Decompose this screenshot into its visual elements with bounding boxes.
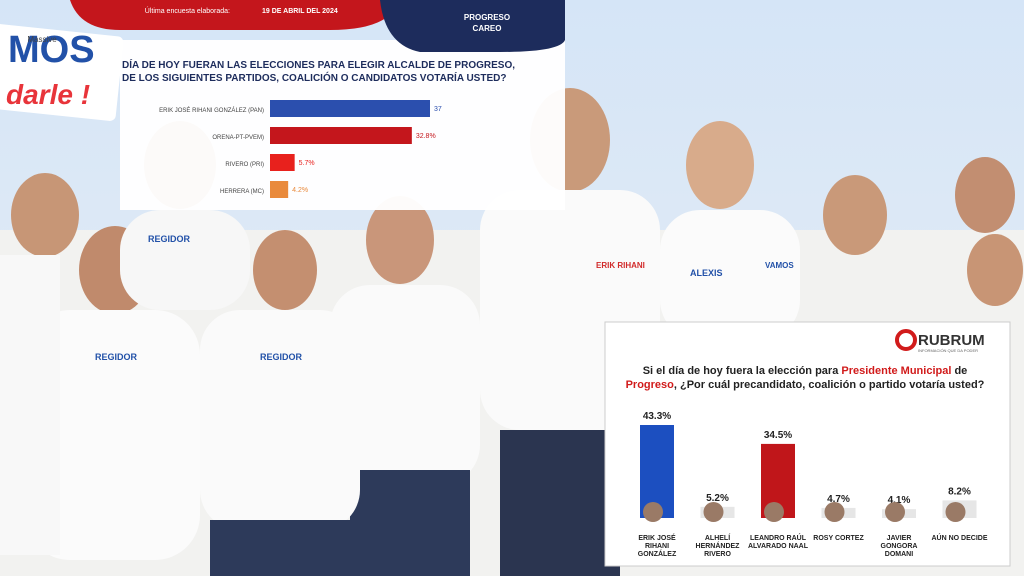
brand: RUBRUM <box>918 332 985 349</box>
tagline: INFORMACIÓN QUE DA PODER <box>918 348 978 353</box>
value-label: 4.1% <box>888 495 911 506</box>
value-label: 34.5% <box>764 430 792 441</box>
tag: PROGRESO <box>464 13 510 22</box>
category-label: ERIK JOSÉ RIHANI GONZÁLEZ (PAN) <box>159 107 264 114</box>
date: 19 DE ABRIL DEL 2024 <box>262 8 338 15</box>
category-label: JAVIER GONGORA DOMANI <box>880 535 918 558</box>
value-label: 37 <box>434 106 442 113</box>
candidate-photo <box>703 502 724 522</box>
shirt-text: REGIDOR <box>95 352 138 362</box>
shirt-text: REGIDOR <box>260 352 303 362</box>
candidate-photo <box>643 502 663 522</box>
logo <box>895 329 917 351</box>
shirt-text: REGIDOR <box>148 234 191 244</box>
candidate-photo <box>885 502 905 522</box>
sign-text: darle ! <box>6 79 90 110</box>
shirt-text: ERIK RIHANI <box>596 261 645 270</box>
shirt-text: VAMOS <box>765 261 794 270</box>
sign <box>0 24 124 121</box>
title-part: Si el día de hoy fuera la elección para <box>642 365 842 377</box>
sign-text: MOS <box>8 29 95 71</box>
value-label: 4.7% <box>827 494 850 505</box>
value-label: 8.2% <box>948 486 971 497</box>
title-part: Presidente Municipal <box>841 365 952 377</box>
bar <box>270 100 430 117</box>
bar <box>270 154 295 171</box>
shirt-text: ALEXIS <box>690 268 723 278</box>
brand: Massive <box>27 35 57 44</box>
category-label: ORENA-PT-PVEM) <box>212 135 264 141</box>
title: DE LOS SIGUIENTES PARTIDOS, COALICIÓN O … <box>122 71 506 84</box>
bar <box>270 127 412 144</box>
title-part: Progreso <box>625 379 674 391</box>
category-label: AÚN NO DECIDE <box>931 535 988 542</box>
tag: CAREO <box>473 24 502 33</box>
panel <box>120 40 565 210</box>
bar <box>640 425 674 518</box>
category-label: RIVERO (PRI) <box>225 162 264 168</box>
value-label: 5.7% <box>299 160 315 167</box>
bar <box>270 181 289 198</box>
value-label: 43.3% <box>643 411 671 422</box>
value-label: 32.8% <box>416 133 436 140</box>
title-part: de <box>951 365 968 377</box>
header: Última encuesta elaborada: <box>145 6 230 15</box>
candidate-photo <box>824 502 845 522</box>
value-label: 4.2% <box>292 187 308 194</box>
title: DÍA DE HOY FUERAN LAS ELECCIONES PARA EL… <box>122 58 515 71</box>
header-band <box>70 0 400 30</box>
category-label: ROSY CORTEZ <box>813 535 864 542</box>
category-label: LEANDRO RAÚL ALVARADO NAAL <box>748 535 809 550</box>
candidate-photo <box>764 502 784 522</box>
candidate-photo <box>945 502 966 522</box>
category-label: ALHELÍ HERNÁNDEZ RIVERO <box>695 535 740 558</box>
value-label: 5.2% <box>706 493 729 504</box>
category-label: ERIK JOSÉ RIHANI GONZÁLEZ <box>637 535 677 558</box>
title-part: , ¿Por cuál precandidato, coalición o pa… <box>673 379 985 391</box>
title: Si el día de hoy fuera la elección para … <box>620 364 990 392</box>
header-band <box>380 0 565 52</box>
category-label: HERRERA (MC) <box>220 189 264 195</box>
